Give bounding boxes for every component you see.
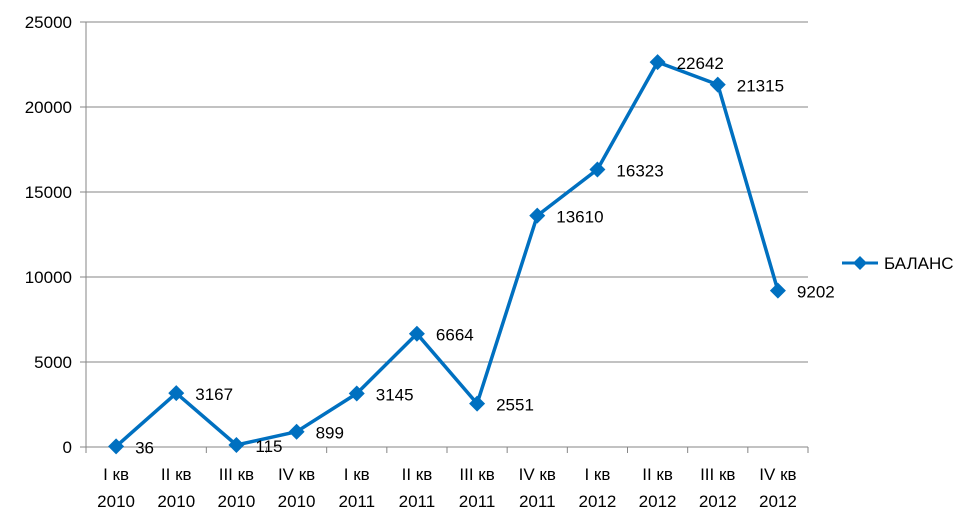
- data-label: 3145: [376, 386, 414, 405]
- series-markers: [108, 54, 786, 455]
- data-label: 6664: [436, 326, 474, 345]
- x-tick-label: II кв 2012: [639, 465, 677, 511]
- legend-label: БАЛАНС: [884, 254, 954, 273]
- x-tick-label: III кв 2012: [699, 465, 737, 511]
- y-axis-tick-labels: 0 5000 10000 15000 20000 25000: [25, 13, 72, 457]
- x-tick-label: IV кв 2012: [759, 465, 797, 511]
- data-label: 36: [135, 438, 154, 457]
- x-tick-label: II кв 2010: [157, 465, 195, 511]
- data-point-marker: [709, 76, 726, 93]
- x-tick-label: III кв 2010: [218, 465, 256, 511]
- data-point-marker: [469, 395, 486, 412]
- x-tick-label: I кв 2010: [97, 465, 135, 511]
- legend: БАЛАНС: [842, 254, 954, 273]
- x-tick-label: I кв 2012: [579, 465, 617, 511]
- data-point-marker: [348, 385, 365, 402]
- series-line: [114, 60, 780, 449]
- data-label: 22642: [677, 54, 724, 73]
- axes: [80, 21, 809, 453]
- data-point-marker: [589, 161, 606, 178]
- y-tick-label: 0: [63, 438, 72, 457]
- y-tick-label: 25000: [25, 13, 72, 32]
- data-labels: 36 3167 115 899 3145 6664 2551 13610 16323 22642 2…: [135, 54, 835, 457]
- data-label: 3167: [195, 385, 233, 404]
- x-tick-label: II кв 2011: [399, 465, 436, 511]
- data-label: 899: [316, 424, 344, 443]
- series-line-balans: [114, 60, 780, 449]
- y-tick-label: 20000: [25, 98, 72, 117]
- x-axis-tick-labels: I кв 2010 II кв 2010 III кв 2010 IV кв 2010 I кв…: [97, 465, 797, 511]
- data-point-marker: [108, 438, 125, 455]
- gridlines: [86, 21, 808, 363]
- data-label: 21315: [737, 77, 784, 96]
- data-label: 16323: [616, 162, 663, 181]
- x-tick-label: IV кв 2010: [278, 465, 316, 511]
- data-point-marker: [649, 54, 666, 71]
- legend-diamond-marker: [853, 256, 867, 270]
- y-tick-label: 15000: [25, 183, 72, 202]
- data-point-marker: [228, 437, 245, 454]
- data-label: 115: [255, 437, 282, 456]
- data-label: 13610: [556, 208, 603, 227]
- data-point-marker: [408, 325, 425, 342]
- data-point-marker: [529, 207, 546, 224]
- y-tick-label: 5000: [34, 353, 72, 372]
- x-tick-label: III кв 2011: [459, 465, 496, 511]
- data-label: 2551: [496, 396, 534, 415]
- x-tick-label: I кв 2011: [338, 465, 375, 511]
- data-point-marker: [288, 423, 305, 440]
- x-tick-label: IV кв 2011: [519, 465, 556, 511]
- data-label: 9202: [797, 283, 835, 302]
- data-point-marker: [168, 385, 185, 402]
- y-tick-label: 10000: [25, 268, 72, 287]
- data-point-marker: [769, 282, 786, 299]
